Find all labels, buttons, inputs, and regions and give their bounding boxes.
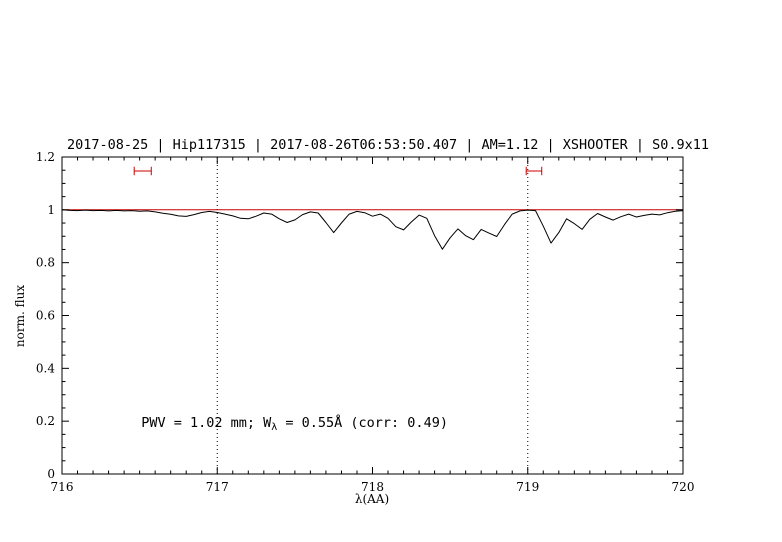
x-tick-label: 719 xyxy=(516,480,539,494)
y-tick-label: 0.6 xyxy=(36,309,55,323)
band-marker xyxy=(525,166,543,176)
y-tick-label: 0.2 xyxy=(36,414,55,428)
y-tick-label: 0 xyxy=(47,467,55,481)
pwv-annotation-pre: PWV = 1.02 mm; W xyxy=(141,415,272,431)
y-tick-label: 1.2 xyxy=(36,150,55,164)
x-tick-label: 718 xyxy=(361,480,384,494)
x-axis-label: λ(AA) xyxy=(355,492,389,506)
plot-content: 716 717 718 719 720 0 0.2 0.4 0.6 0.8 1 1.2 xyxy=(36,150,695,494)
y-tick-label: 0.4 xyxy=(36,361,55,375)
x-tick-label: 717 xyxy=(206,480,229,494)
pwv-annotation-sub: λ xyxy=(271,422,277,433)
y-axis-label: norm. flux xyxy=(13,285,27,347)
x-tick-label: 716 xyxy=(51,480,74,494)
band-marker xyxy=(133,166,152,176)
ticks xyxy=(61,156,684,475)
pwv-annotation: PWV = 1.02 mm; Wλ = 0.55Å (corr: 0.49) xyxy=(141,414,448,433)
x-tick-label: 720 xyxy=(672,480,695,494)
y-tick-label: 0.8 xyxy=(36,256,55,270)
plot-title: 2017-08-25 | Hip117315 | 2017-08-26T06:5… xyxy=(67,137,709,153)
pwv-annotation-post: = 0.55Å (corr: 0.49) xyxy=(277,414,448,431)
spectrum-line xyxy=(61,209,684,250)
y-tick-label: 1 xyxy=(47,203,55,217)
